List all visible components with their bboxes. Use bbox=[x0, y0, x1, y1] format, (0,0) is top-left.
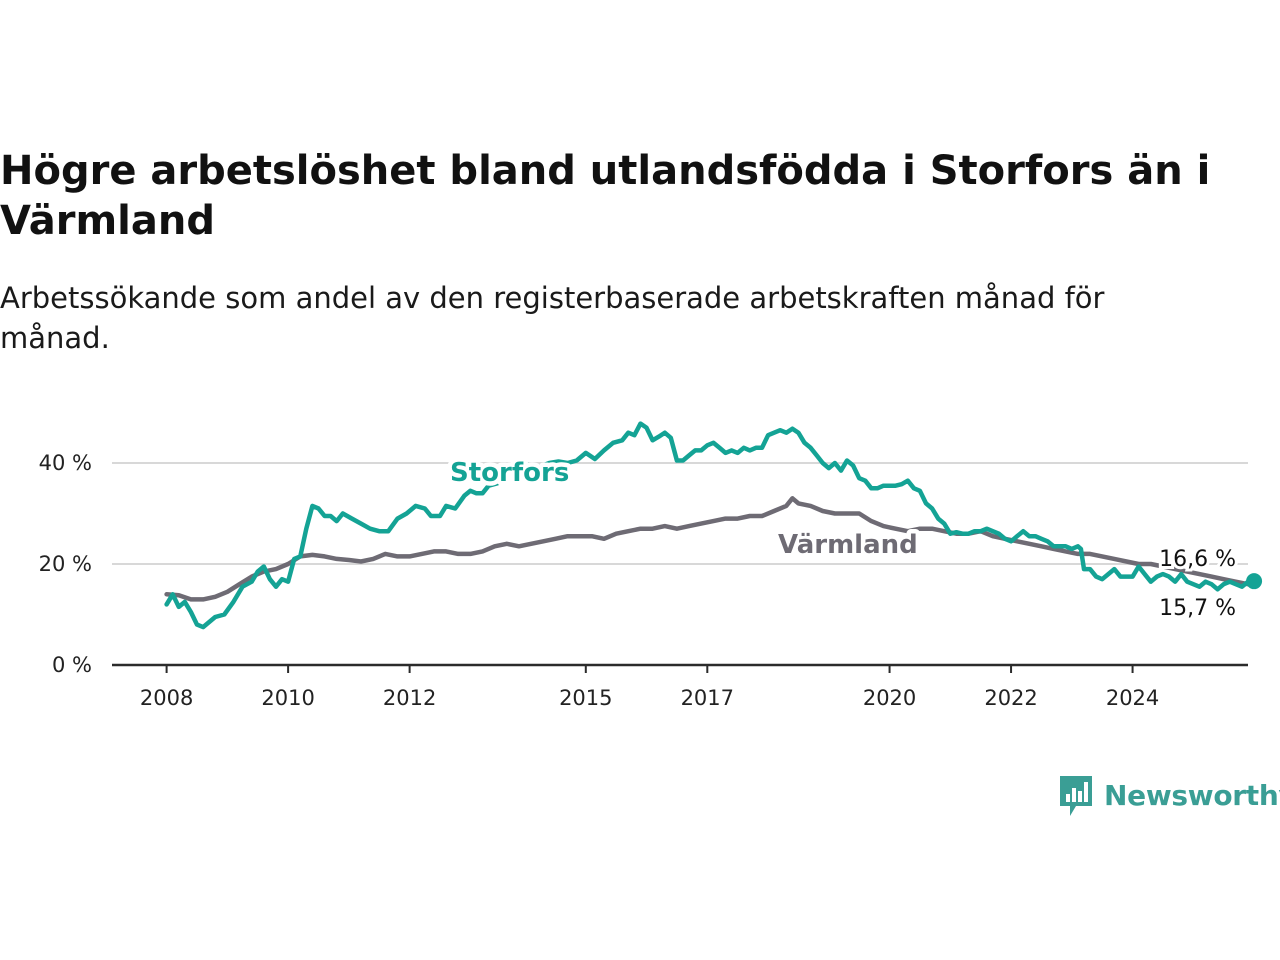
newsworthy-logo-icon bbox=[1060, 776, 1092, 816]
x-tick-label: 2024 bbox=[1106, 686, 1159, 710]
series-line-storfors bbox=[164, 421, 1257, 630]
chart-subtitle: Arbetssökande som andel av den registerb… bbox=[0, 281, 1105, 355]
series-labels: Storfors Värmland 16,6 % 15,7 % bbox=[446, 454, 1240, 625]
gridlines bbox=[112, 462, 1248, 565]
newsworthy-wordmark: Newsworthy bbox=[1104, 778, 1280, 812]
series-line-varmland bbox=[164, 496, 1257, 602]
end-point-marker bbox=[1246, 573, 1263, 590]
x-axis: 0 % 20 % 40 % 2008 2010 2012 2015 2017 2020 2022 2… bbox=[39, 451, 1248, 710]
line-chart: 0 % 20 % 40 % 2008 2010 2012 2015 2017 2020 2022 2… bbox=[39, 421, 1263, 710]
x-tick-label: 2017 bbox=[681, 686, 734, 710]
x-tick-label: 2010 bbox=[261, 686, 314, 710]
y-tick-label: 0 % bbox=[52, 653, 92, 677]
x-tick-label: 2022 bbox=[984, 686, 1037, 710]
y-tick-label: 40 % bbox=[39, 451, 92, 475]
newsworthy-brand[interactable]: Newsworthy bbox=[1058, 772, 1280, 818]
x-tick-label: 2008 bbox=[140, 686, 193, 710]
x-tick-label: 2015 bbox=[559, 686, 612, 710]
series-label-storfors: Storfors bbox=[450, 458, 569, 488]
x-tick-label: 2012 bbox=[383, 686, 436, 710]
end-label-storfors: 16,6 % bbox=[1159, 547, 1236, 572]
x-tick-label: 2020 bbox=[863, 686, 916, 710]
chart-title: Högre arbetslöshet bland utlandsfödda i … bbox=[0, 148, 1211, 244]
y-tick-label: 20 % bbox=[39, 552, 92, 576]
end-label-varmland: 15,7 % bbox=[1159, 596, 1236, 621]
series-label-varmland: Värmland bbox=[778, 530, 918, 560]
series-lines bbox=[164, 421, 1263, 630]
